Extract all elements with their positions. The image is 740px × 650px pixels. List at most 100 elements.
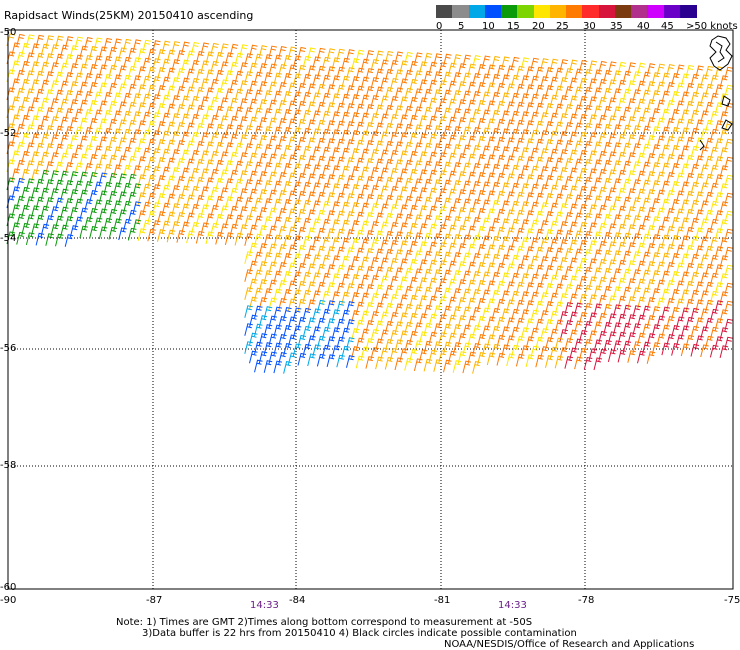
wind-barb [258, 171, 268, 184]
wind-barb [380, 131, 389, 145]
wind-barb [525, 300, 535, 313]
wind-barb [423, 250, 433, 264]
wind-barb [122, 146, 132, 160]
wind-barb [89, 82, 98, 95]
wind-barb [646, 81, 656, 94]
wind-barb [598, 222, 607, 236]
wind-barb [326, 354, 336, 367]
wind-barb [219, 61, 229, 75]
wind-barb [394, 87, 404, 101]
wind-barb [152, 148, 161, 161]
wind-barb [365, 212, 374, 225]
wind-barb [176, 104, 185, 117]
wind-barb [370, 311, 379, 324]
wind-barb [321, 110, 331, 124]
wind-barb [157, 157, 166, 170]
wind-barb [690, 109, 700, 123]
wind-barb [540, 274, 549, 287]
wind-barb [627, 278, 636, 291]
wind-barb [680, 181, 690, 195]
wind-barb [365, 356, 374, 369]
wind-barb [651, 108, 661, 121]
colorbar-swatch [484, 5, 502, 18]
wind-barb [287, 244, 297, 258]
wind-barb [399, 312, 409, 326]
wind-barb [404, 357, 413, 371]
wind-barb [302, 91, 312, 105]
wind-barb [462, 162, 471, 176]
wind-barb [331, 201, 341, 214]
wind-barb [622, 142, 632, 156]
wind-barb [632, 89, 641, 102]
wind-barb [433, 161, 442, 174]
wind-barb [79, 135, 88, 149]
wind-barb [394, 285, 404, 299]
wind-barb [452, 126, 462, 139]
wind-barb [147, 48, 156, 62]
wind-barb [389, 149, 399, 163]
lon-label: -90 [0, 595, 17, 606]
wind-barb [714, 84, 724, 97]
wind-barb [438, 170, 447, 183]
wind-barb [404, 231, 413, 245]
wind-barb [564, 266, 573, 279]
wind-barb [603, 87, 612, 101]
wind-barb [190, 149, 200, 163]
wind-barb [45, 143, 54, 156]
wind-barb [263, 144, 273, 157]
wind-barb [215, 195, 224, 209]
wind-barb [569, 77, 578, 91]
wind-barb [25, 106, 35, 120]
wind-barb [355, 139, 365, 153]
wind-barb [205, 213, 215, 227]
wind-barb [559, 113, 568, 126]
wind-barb [457, 81, 467, 94]
wind-barb [307, 83, 316, 97]
wind-barb [709, 200, 719, 214]
wind-barb [714, 282, 724, 295]
wind-barb [157, 85, 166, 98]
wind-barb [215, 231, 224, 245]
wind-barb [477, 100, 486, 113]
wind-barb [200, 186, 210, 200]
wind-barb [380, 59, 389, 73]
wind-barb [307, 101, 316, 115]
wind-barb [258, 81, 268, 94]
wind-barb [273, 72, 282, 86]
wind-barb [438, 98, 447, 111]
wind-barb [607, 115, 617, 129]
wind-barb [118, 155, 127, 169]
wind-barb [152, 76, 161, 89]
wind-barb [413, 178, 423, 192]
wind-barb [176, 230, 185, 243]
wind-barb [569, 329, 578, 343]
wind-barb [472, 73, 481, 86]
wind-barb [64, 198, 74, 211]
wind-barb [346, 67, 355, 80]
wind-barb [612, 70, 622, 84]
wind-barb [93, 55, 103, 69]
wind-barb [593, 105, 603, 119]
wind-barb [583, 266, 593, 280]
wind-barb [205, 69, 215, 83]
wind-barb [399, 330, 409, 344]
wind-barb [700, 326, 709, 340]
wind-barb [384, 248, 394, 262]
wind-barb [176, 50, 185, 63]
wind-barb [472, 325, 481, 338]
wind-barb [578, 167, 588, 181]
wind-barb [622, 196, 632, 210]
wind-barb [161, 220, 171, 234]
wind-barb [535, 300, 544, 314]
wind-barb [297, 226, 307, 240]
wind-barb [307, 119, 316, 133]
wind-barb [360, 292, 370, 306]
wind-barb [331, 129, 341, 142]
wind-barb [409, 114, 418, 128]
wind-barb [122, 128, 132, 142]
wind-barb [510, 344, 520, 358]
wind-barb [351, 292, 360, 305]
wind-barb [268, 279, 277, 293]
map-frame [7, 29, 734, 590]
wind-barb [224, 232, 234, 246]
